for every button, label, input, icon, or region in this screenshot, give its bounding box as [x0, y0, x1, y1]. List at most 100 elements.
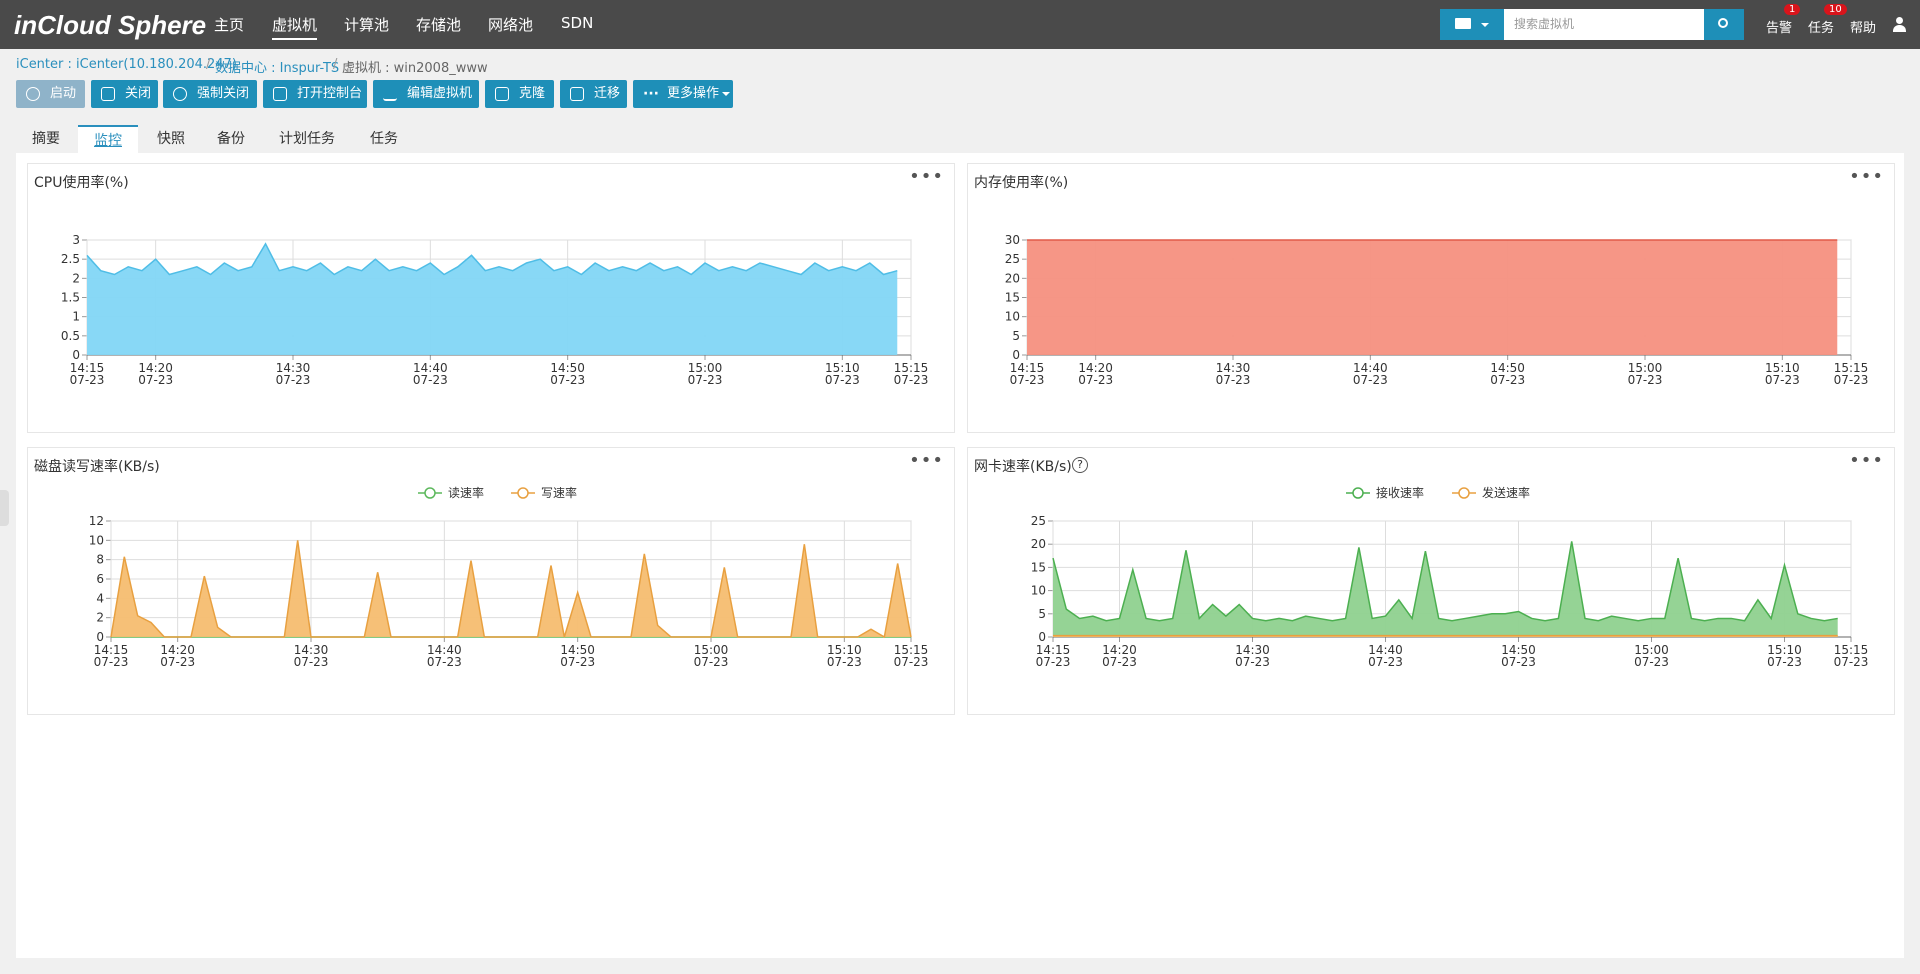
alarm-link[interactable]: 告警: [1766, 21, 1793, 36]
button-label: 编辑虚拟机: [407, 86, 473, 101]
monitor-dropdown[interactable]: [1440, 9, 1504, 40]
tab[interactable]: 任务: [370, 131, 398, 147]
x-tick-label: 14:30: [1216, 361, 1251, 375]
user-body: [1893, 25, 1906, 32]
chart-panel: 内存使用率(%) ••• 0 5 10 15 20 25 30 14:15 07-23 14:20…: [967, 163, 1895, 433]
x-tick-label: 14:30: [1235, 643, 1270, 657]
x-tick-date: 07-23: [294, 655, 329, 669]
menu-dots[interactable]: •••: [909, 450, 944, 471]
y-tick-label: 25: [1005, 252, 1020, 266]
task-link[interactable]: 任务: [1808, 21, 1835, 36]
breadcrumb[interactable]: iCenter : iCenter(10.180.204.247): [16, 57, 237, 72]
x-tick-date: 07-23: [276, 373, 311, 387]
chart-title: 磁盘读写速率(KB/s): [34, 459, 160, 475]
nav-item[interactable]: SDN: [561, 14, 594, 32]
console-button[interactable]: 打开控制台: [263, 80, 367, 108]
chart-title: 内存使用率(%): [974, 175, 1069, 191]
x-tick-label: 14:15: [1036, 643, 1071, 657]
y-tick-label: 10: [1031, 584, 1046, 598]
tab[interactable]: 备份: [217, 131, 245, 147]
x-tick-date: 07-23: [1765, 373, 1800, 387]
nav-item[interactable]: 虚拟机: [272, 14, 318, 40]
x-tick-label: 14:20: [160, 643, 195, 657]
breadcrumb: 虚拟机 : win2008_www: [342, 61, 488, 76]
chart-panel: 网卡速率(KB/s) ? ••• 0 5 10 15 20 25 14:15 07-23 14:…: [967, 447, 1895, 715]
x-tick-date: 07-23: [825, 373, 860, 387]
button-label: 关闭: [125, 86, 152, 101]
x-tick-date: 07-23: [1353, 373, 1388, 387]
edit-button[interactable]: 编辑虚拟机: [373, 80, 479, 108]
close-button[interactable]: 关闭: [91, 80, 158, 108]
y-tick-label: 0: [72, 348, 80, 362]
x-tick-label: 14:20: [1102, 643, 1137, 657]
x-tick-label: 15:10: [1765, 361, 1800, 375]
user-head: [1896, 17, 1903, 24]
side-handle[interactable]: [0, 490, 9, 526]
legend-symbol: [424, 487, 436, 499]
y-tick-label: 30: [1005, 233, 1020, 247]
x-tick-label: 14:50: [1501, 643, 1536, 657]
x-tick-label: 15:15: [1834, 361, 1869, 375]
x-tick-label: 14:15: [70, 361, 105, 375]
nav-item[interactable]: 主页: [214, 16, 245, 34]
search-button[interactable]: [1704, 9, 1744, 40]
nav-item[interactable]: 存储池: [416, 16, 462, 34]
x-tick-date: 07-23: [827, 655, 862, 669]
x-tick-date: 07-23: [894, 655, 929, 669]
x-tick-label: 14:30: [276, 361, 311, 375]
y-tick-label: 6: [96, 572, 104, 586]
x-tick-date: 07-23: [160, 655, 195, 669]
chart-title: CPU使用率(%): [34, 175, 129, 191]
x-tick-label: 14:30: [294, 643, 329, 657]
user-icon[interactable]: [1893, 17, 1906, 32]
x-tick-label: 15:00: [1634, 643, 1669, 657]
search-input[interactable]: 搜索虚拟机: [1504, 9, 1704, 40]
x-tick-label: 15:15: [894, 643, 929, 657]
x-tick-date: 07-23: [1368, 655, 1403, 669]
menu-dots[interactable]: •••: [1849, 166, 1884, 187]
tab[interactable]: 摘要: [32, 131, 60, 147]
logo: inCloud Sphere: [14, 10, 207, 40]
separator: /: [333, 57, 338, 72]
x-tick-date: 07-23: [1628, 373, 1663, 387]
menu-dots[interactable]: •••: [909, 166, 944, 187]
y-tick-label: 0.5: [61, 329, 80, 343]
y-tick-label: 3: [72, 233, 80, 247]
y-tick-label: 20: [1031, 537, 1046, 551]
start-button[interactable]: 启动: [16, 80, 85, 108]
more-button[interactable]: ··· 更多操作: [633, 80, 733, 108]
chart: 05101520253014:1507-2314:2007-2314:3007-…: [1005, 233, 1869, 387]
chart: 051015202514:1507-2314:2007-2314:3007-23…: [1031, 485, 1869, 669]
x-tick-date: 07-23: [1010, 373, 1045, 387]
x-tick-date: 07-23: [1501, 655, 1536, 669]
tab[interactable]: 监控: [78, 125, 138, 153]
x-tick-label: 15:00: [1628, 361, 1663, 375]
button-label: 启动: [50, 86, 77, 101]
nav-item[interactable]: 网络池: [488, 16, 534, 34]
x-tick-date: 07-23: [427, 655, 462, 669]
x-tick-label: 14:20: [138, 361, 173, 375]
x-tick-date: 07-23: [1216, 373, 1251, 387]
y-tick-label: 25: [1031, 514, 1046, 528]
nav-item[interactable]: 计算池: [344, 16, 390, 34]
y-tick-label: 15: [1031, 560, 1046, 574]
tab[interactable]: 计划任务: [279, 131, 335, 147]
button-label: 强制关闭: [197, 86, 250, 101]
menu-dots[interactable]: •••: [1849, 450, 1884, 471]
y-tick-label: 10: [1005, 310, 1020, 324]
help-icon[interactable]: ?: [1072, 457, 1088, 473]
x-tick-date: 07-23: [94, 655, 129, 669]
tab[interactable]: 快照: [157, 131, 185, 147]
x-tick-date: 07-23: [1490, 373, 1525, 387]
force-close-button[interactable]: 强制关闭: [163, 80, 257, 108]
breadcrumb[interactable]: 数据中心 : Inspur-TS: [215, 61, 340, 76]
migrate-button[interactable]: 迁移: [560, 80, 627, 108]
legend-symbol: [1458, 487, 1470, 499]
x-tick-label: 14:50: [550, 361, 585, 375]
x-tick-date: 07-23: [138, 373, 173, 387]
x-tick-date: 07-23: [1834, 655, 1869, 669]
clone-button[interactable]: 克隆: [485, 80, 554, 108]
y-tick-label: 1: [72, 310, 80, 324]
help-link[interactable]: 帮助: [1850, 21, 1877, 36]
